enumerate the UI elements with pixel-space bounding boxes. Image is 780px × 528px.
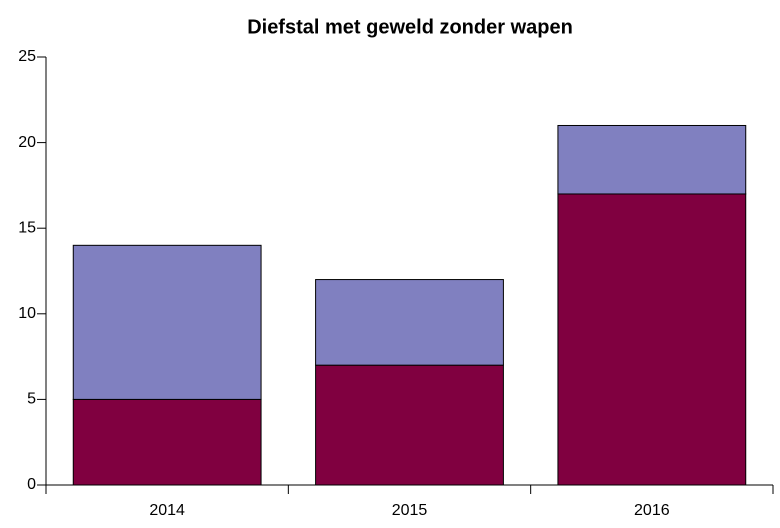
y-tick-label: 10: [18, 305, 36, 322]
x-tick-label: 2015: [392, 502, 428, 519]
y-tick-label: 0: [27, 476, 36, 493]
bar-segment: [72, 244, 262, 400]
bar-segment: [557, 193, 747, 486]
bar-segment: [72, 398, 262, 486]
chart-title: Diefstal met geweld zonder wapen: [247, 16, 573, 38]
y-tick-label: 15: [18, 219, 36, 236]
y-tick-label: 5: [27, 391, 36, 408]
y-tick-label: 20: [18, 134, 36, 151]
bar-segment: [315, 364, 504, 486]
x-tick-label: 2016: [634, 502, 670, 519]
bar-segment: [557, 124, 747, 195]
y-tick-label: 25: [18, 48, 36, 65]
bar-segment: [315, 279, 504, 366]
x-tick-label: 2014: [149, 502, 185, 519]
